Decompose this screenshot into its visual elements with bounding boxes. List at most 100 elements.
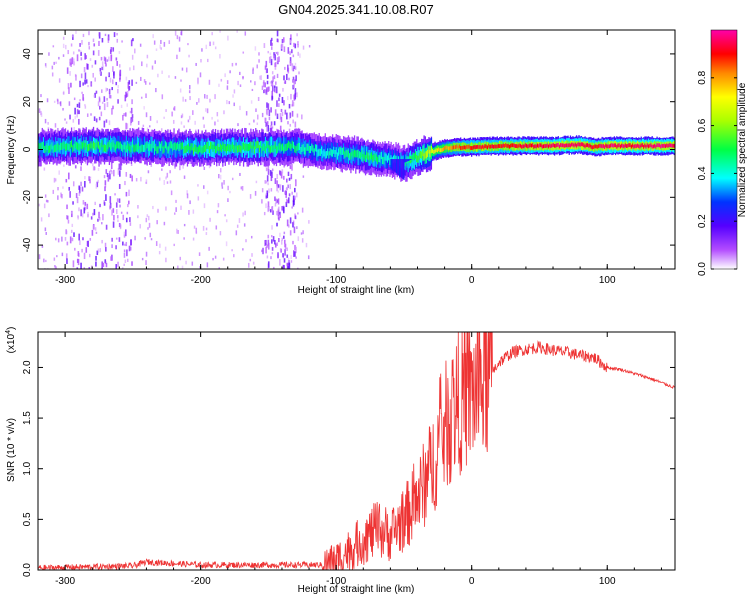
spectrogram-noise-cell	[71, 237, 74, 242]
spectrogram-speckle-cell	[71, 35, 74, 38]
spectrogram-noise-cell	[70, 82, 72, 88]
spectrogram-ridge-cell	[364, 146, 367, 163]
spectrogram-ridge-cell	[578, 142, 580, 147]
spectrogram-noise-cell	[286, 219, 289, 227]
spectrogram-speckle-cell	[101, 101, 104, 104]
spectrogram-speckle-cell	[255, 180, 258, 184]
spectrogram-speckle-cell	[179, 88, 182, 93]
spectrogram-noise-cell	[286, 263, 289, 269]
spectrogram-ridge-cell	[464, 145, 467, 150]
spectrogram-noise-cell	[105, 76, 107, 82]
spectrogram-ridge-cell	[536, 143, 539, 148]
spectrogram-noise-cell	[293, 82, 295, 89]
spectrogram-speckle-cell	[296, 92, 298, 98]
spectrogram-ridge-cell	[341, 148, 344, 164]
spectrogram-speckle-cell	[281, 237, 284, 241]
spectrogram-ridge-cell	[649, 143, 651, 148]
spectrogram-noise-cell	[294, 187, 296, 193]
spectrogram-speckle-cell	[119, 224, 122, 230]
spectrogram-ridge-cell	[101, 140, 103, 148]
spectrogram-noise-cell	[124, 112, 127, 117]
spectrogram-ridge-cell	[429, 150, 431, 158]
spectrogram-speckle-cell	[265, 240, 267, 243]
spectrogram-ridge-cell	[563, 143, 566, 148]
spectrogram-speckle-cell	[227, 185, 229, 191]
spectrogram-speckle-cell	[83, 267, 86, 269]
spectrogram-ylabel: Frequency (Hz)	[6, 116, 17, 185]
spectrogram-ridge-cell	[173, 142, 175, 150]
spectrogram-speckle-cell	[146, 127, 149, 132]
spectrogram-ridge-cell	[208, 145, 211, 154]
spectrogram-speckle-cell	[227, 35, 229, 41]
spectrogram-noise-cell	[80, 51, 82, 56]
spectrogram-noise-cell	[271, 95, 273, 101]
spectrogram-ridge-cell	[672, 143, 674, 148]
spectrogram-ridge-cell	[380, 151, 383, 160]
spectrogram-speckle-cell	[38, 203, 41, 207]
spectrogram-ridge-cell	[50, 144, 52, 152]
spectrogram-ridge-cell	[128, 143, 130, 151]
spectrogram-ridge-cell	[102, 145, 104, 153]
spectrogram-speckle-cell	[270, 84, 273, 87]
spectrogram-noise-cell	[285, 190, 287, 195]
spectrogram-speckle-cell	[236, 224, 239, 228]
spectrogram-ridge-cell	[616, 144, 618, 149]
spectrogram-speckle-cell	[173, 107, 175, 111]
spectrogram-noise-cell	[277, 209, 280, 217]
spectrogram-ridge-cell	[201, 147, 203, 155]
spectrogram-speckle-cell	[62, 54, 65, 57]
spectrogram-speckle-cell	[100, 111, 103, 117]
spectrogram-speckle-cell	[219, 54, 221, 59]
spectrogram-noise-cell	[81, 186, 84, 192]
spectrogram-speckle-cell	[142, 124, 145, 128]
spectrogram-ridge-cell	[136, 144, 139, 152]
spectrogram-speckle-cell	[51, 72, 54, 77]
spectrogram-noise-cell	[271, 83, 274, 87]
spectrogram-speckle-cell	[289, 51, 291, 56]
spectrogram-ridge-cell	[483, 145, 485, 150]
spectrogram-speckle-cell	[77, 216, 79, 220]
spectrogram-noise-cell	[283, 100, 285, 106]
spectrogram-noise-cell	[282, 264, 285, 269]
spectrogram-noise-cell	[276, 184, 278, 192]
spectrogram-speckle-cell	[57, 127, 59, 133]
spectrogram-ridge-cell	[239, 144, 241, 152]
spectrogram-speckle-cell	[283, 164, 285, 168]
spectrogram-speckle-cell	[254, 190, 257, 196]
spectrogram-speckle-cell	[242, 212, 244, 217]
spectrogram-speckle-cell	[149, 116, 152, 121]
spectrogram-speckle-cell	[199, 72, 202, 78]
spectrogram-ridge-cell	[618, 143, 620, 148]
spectrogram-speckle-cell	[155, 48, 158, 51]
spectrogram-ridge-cell	[288, 140, 290, 148]
spectrogram-ridge-cell	[629, 143, 631, 148]
spectrogram-noise-cell	[74, 107, 76, 115]
spectrogram-ridge-cell	[545, 144, 547, 148]
spectrogram-noise-cell	[110, 163, 113, 169]
spectrogram-speckle-cell	[176, 54, 178, 60]
spectrogram-noise-cell	[93, 116, 96, 122]
spectrogram-ridge-cell	[62, 141, 64, 149]
spectrogram-ridge-cell	[511, 143, 513, 148]
spectrogram-noise-cell	[108, 88, 111, 95]
spectrogram-ridge-cell	[103, 144, 106, 152]
spectrogram-ridge-cell	[75, 142, 78, 150]
spectrogram-ridge-cell	[607, 144, 609, 149]
spectrogram-ridge-cell	[638, 144, 640, 149]
spectrogram-noise-cell	[92, 50, 95, 56]
spectrogram-ridge-cell	[671, 143, 673, 148]
spectrogram-ridge-cell	[656, 143, 658, 147]
spectrogram-speckle-cell	[183, 175, 186, 179]
spectrogram-noise-cell	[115, 202, 118, 208]
spectrogram-noise-cell	[78, 110, 80, 115]
spectrogram-noise-cell	[267, 169, 270, 175]
spectrogram-ridge-cell	[473, 145, 475, 149]
spectrogram-speckle-cell	[196, 101, 198, 105]
spectrogram-speckle-cell	[252, 261, 255, 265]
spectrogram-noise-cell	[278, 170, 281, 175]
spectrogram-speckle-cell	[95, 231, 98, 234]
spectrogram-ridge-cell	[499, 144, 501, 148]
spectrogram-ridge-cell	[384, 153, 386, 161]
spectrogram-ridge-cell	[44, 146, 46, 154]
spectrogram-speckle-cell	[289, 123, 292, 127]
